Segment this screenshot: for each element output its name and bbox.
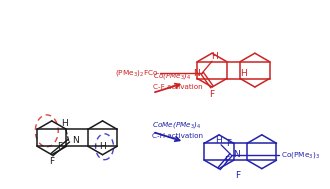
Text: H: H <box>240 69 247 78</box>
Text: H: H <box>211 52 217 61</box>
Text: F: F <box>57 142 62 151</box>
Text: H: H <box>61 119 68 128</box>
Text: F: F <box>210 90 215 98</box>
Text: N: N <box>193 69 200 78</box>
Text: CoMe(PMe$_3$)$_4$: CoMe(PMe$_3$)$_4$ <box>152 120 202 130</box>
Text: F: F <box>49 157 54 166</box>
Text: (PMe$_3$)$_2$FCo: (PMe$_3$)$_2$FCo <box>115 68 158 78</box>
Text: F: F <box>226 139 231 148</box>
Text: N: N <box>72 136 79 145</box>
Text: F: F <box>235 171 240 180</box>
Text: C-F activation: C-F activation <box>153 84 203 90</box>
Text: N: N <box>233 150 240 159</box>
Text: H: H <box>99 142 106 151</box>
Text: H: H <box>214 136 221 145</box>
Text: Co(PMe$_3$)$_4$: Co(PMe$_3$)$_4$ <box>153 71 192 81</box>
Text: C-H activation: C-H activation <box>152 133 203 139</box>
Text: F: F <box>224 156 229 165</box>
Text: Co(PMe$_3$)$_3$: Co(PMe$_3$)$_3$ <box>281 150 320 160</box>
